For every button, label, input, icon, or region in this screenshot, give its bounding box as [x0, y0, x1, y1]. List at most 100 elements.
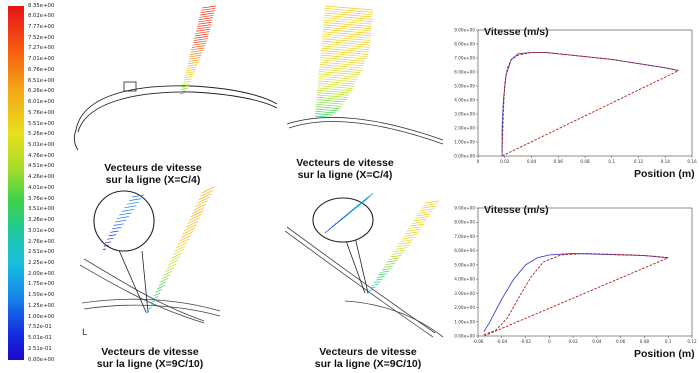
- y-tick-label: 1.00e+00: [454, 319, 475, 324]
- velocity-vector: [319, 66, 362, 71]
- velocity-vector: [322, 31, 371, 37]
- velocity-vector: [315, 110, 336, 114]
- velocity-vector: [187, 217, 200, 225]
- chart-bottom: Vitesse (m/s) 0.00e+00 1.00e+00 2.00e+00 3.…: [448, 200, 698, 365]
- x-tick-label: 0.16: [687, 159, 697, 164]
- velocity-vector: [324, 15, 373, 20]
- velocity-vector: [364, 192, 374, 202]
- x-tick-label: 0.04: [592, 339, 602, 344]
- velocity-vector: [186, 66, 197, 69]
- velocity-vector: [129, 198, 142, 201]
- zoom-circle: [93, 190, 155, 252]
- x-tick-label: 0.02: [500, 159, 510, 164]
- y-tick-label: 8.00e+00: [454, 220, 475, 225]
- x-tick-label: -0.04: [496, 339, 507, 344]
- velocity-vector: [318, 75, 358, 80]
- velocity-vector: [177, 238, 190, 245]
- plot-frame: [477, 29, 693, 157]
- colorbar-label: 8.35e+00: [28, 2, 55, 9]
- colorbar-label: 2.76e+00: [28, 238, 55, 245]
- velocity-vector: [152, 296, 159, 300]
- velocity-vector: [181, 85, 189, 88]
- velocity-vector: [105, 241, 112, 244]
- velocity-vector: [403, 234, 418, 237]
- colorbar-label: 1.50e+00: [28, 292, 55, 299]
- velocity-vector: [408, 226, 423, 230]
- velocity-vector: [318, 73, 359, 78]
- velocity-vector: [319, 64, 363, 69]
- velocity-vector: [188, 59, 200, 62]
- colorbar-label: 8.02e+00: [28, 13, 55, 20]
- velocity-vector: [102, 248, 107, 250]
- velocity-vectors: [366, 200, 440, 294]
- colorbar-label: 4.51e+00: [28, 163, 55, 170]
- colorbar-label: 5.01e+00: [28, 141, 55, 148]
- velocity-vector: [200, 190, 213, 197]
- colorbar-label: 3.26e+00: [28, 217, 55, 224]
- velocity-vector: [315, 113, 333, 116]
- velocity-vector: [166, 263, 177, 269]
- velocity-vector: [168, 259, 179, 266]
- velocity-vector: [320, 50, 369, 55]
- x-tick-label: 0.04: [527, 159, 537, 164]
- velocity-vector: [197, 24, 212, 27]
- y-tick-label: 9.00e+00: [454, 28, 475, 33]
- velocity-vector: [385, 262, 396, 266]
- velocity-vector: [323, 19, 372, 25]
- velocity-vector: [314, 115, 328, 118]
- velocity-vector: [160, 277, 169, 283]
- velocity-vector: [316, 96, 347, 101]
- x-tick-label: 0: [477, 159, 480, 164]
- caption-top-middle: Vecteurs de vitesse sur la ligne (X=C/4): [296, 157, 394, 181]
- x-tick-label: -0.06: [473, 339, 484, 344]
- colorbar-label: 1.00e+00: [28, 313, 55, 320]
- vector-plot-bottom-middle: [285, 192, 444, 338]
- chart-title: Vitesse (m/s): [484, 26, 549, 38]
- y-tick-label: 4.00e+00: [454, 277, 475, 282]
- velocity-vector: [149, 303, 155, 307]
- velocity-vector: [317, 92, 350, 96]
- velocity-vector: [150, 299, 157, 304]
- colorbar-label: 4.26e+00: [28, 174, 55, 181]
- velocity-vector: [393, 249, 406, 253]
- velocity-vector: [161, 274, 171, 280]
- y-tick-label: 5.00e+00: [454, 84, 475, 89]
- zoom-box: [123, 81, 137, 92]
- velocity-vector: [189, 214, 202, 221]
- velocity-vector: [319, 68, 361, 73]
- velocity-vector: [183, 78, 192, 81]
- velocity-vector: [185, 220, 199, 228]
- velocity-vector: [198, 17, 214, 20]
- x-tick-label: 0.14: [661, 159, 671, 164]
- x-tick-label: 0.1: [608, 159, 615, 164]
- x-tick-label: 0.02: [568, 339, 578, 344]
- velocity-vector: [110, 230, 119, 233]
- velocity-vector: [323, 22, 372, 27]
- velocity-vector: [103, 245, 109, 247]
- velocity-vector: [194, 35, 209, 39]
- velocity-vector: [388, 257, 400, 260]
- velocity-vector: [322, 36, 371, 41]
- velocity-vector: [320, 57, 366, 62]
- x-tick-label: 0.08: [580, 159, 590, 164]
- velocity-vector: [201, 186, 215, 194]
- velocity-vector: [191, 45, 206, 48]
- velocity-vector: [117, 216, 129, 219]
- zoom-lines: [344, 236, 369, 294]
- plot-frame: [477, 207, 693, 337]
- chart-plot: 0.00e+00 1.00e+00 2.00e+00 3.00e+00 4.00e+00…: [454, 28, 697, 165]
- velocity-vector: [155, 288, 163, 293]
- series-line-1: [501, 51, 679, 152]
- velocity-vector: [113, 223, 124, 226]
- velocity-vector: [165, 267, 175, 273]
- chart-plot: 0.00e+00 1.00e+00 2.00e+00 3.00e+00 4.00e+00…: [454, 206, 697, 345]
- velocity-vector: [319, 71, 360, 76]
- y-tick-label: 3.00e+00: [454, 291, 475, 296]
- velocity-vector: [324, 7, 373, 13]
- velocity-vector: [201, 5, 217, 9]
- chart-title: Vitesse (m/s): [484, 204, 549, 216]
- velocity-vector: [373, 281, 381, 284]
- velocity-vector: [368, 289, 374, 291]
- velocity-vector: [173, 249, 184, 256]
- y-tick-label: 8.00e+00: [454, 42, 475, 47]
